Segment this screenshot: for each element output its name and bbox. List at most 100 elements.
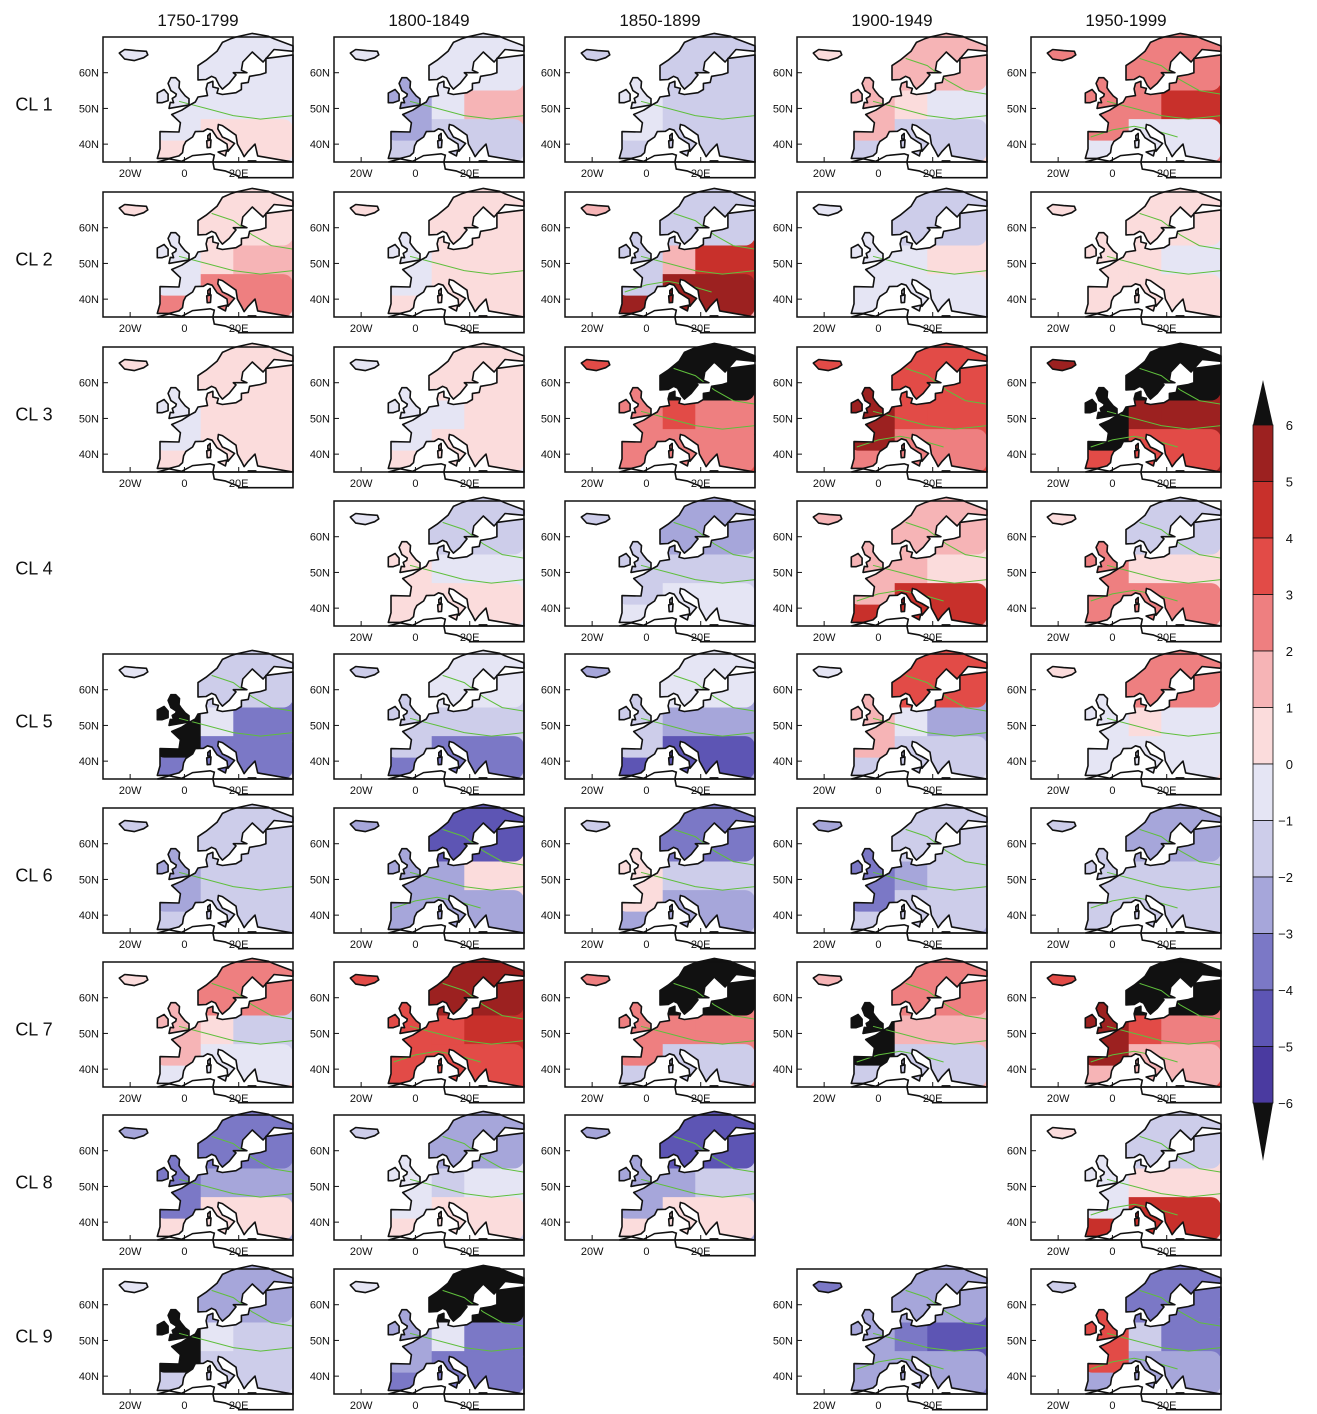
coastline	[436, 910, 443, 920]
significance-line	[905, 982, 987, 1020]
panel-frame	[333, 653, 525, 780]
coastline	[1046, 973, 1077, 987]
significance-line	[1106, 1025, 1221, 1045]
y-tick-label: 50N	[79, 874, 99, 886]
y-tick-label: 50N	[79, 413, 99, 425]
row-label: CL 8	[15, 1173, 52, 1193]
significance-line	[872, 1025, 987, 1045]
coastline	[217, 459, 228, 467]
significance-line	[409, 564, 524, 584]
map-panel: 60N 50N 40N 20W 0 20E	[79, 342, 294, 490]
panel-frame	[333, 961, 525, 1088]
x-tick-label: 20W	[1047, 478, 1070, 490]
significance-line	[640, 1178, 755, 1198]
coastline	[1133, 449, 1140, 459]
significance-line	[905, 521, 987, 559]
y-tick-label: 40N	[1007, 449, 1027, 461]
coastline	[428, 342, 525, 400]
x-tick-label: 20E	[691, 168, 711, 180]
coastline	[1145, 149, 1156, 157]
x-tick-label: 20E	[229, 785, 249, 797]
x-tick-label: 20E	[691, 1246, 711, 1258]
coastline	[891, 957, 988, 1015]
y-tick-label: 50N	[773, 103, 793, 115]
africa-mask	[1085, 616, 1222, 643]
row-label: CL 5	[15, 712, 52, 732]
y-tick-label: 40N	[773, 603, 793, 615]
coastline	[850, 859, 863, 875]
coastline	[669, 287, 673, 295]
significance-line	[872, 871, 987, 891]
coastline	[580, 819, 611, 833]
africa-mask	[619, 616, 756, 643]
africa-mask	[388, 616, 525, 643]
row-label: CL 1	[15, 95, 52, 115]
y-tick-label: 40N	[1007, 294, 1027, 306]
y-tick-label: 50N	[1007, 874, 1027, 886]
coastline	[1125, 957, 1222, 1015]
coastline	[349, 48, 380, 62]
coastline	[618, 88, 631, 104]
y-tick-label: 40N	[773, 449, 793, 461]
x-tick-label: 0	[1109, 1246, 1115, 1258]
coastline	[911, 920, 922, 928]
x-tick-label: 0	[1109, 1400, 1115, 1412]
y-tick-label: 50N	[773, 720, 793, 732]
y-tick-label: 50N	[541, 1028, 561, 1040]
y-tick-label: 60N	[773, 223, 793, 235]
y-tick-label: 50N	[1007, 413, 1027, 425]
panel-frame	[1030, 807, 1222, 934]
x-tick-label: 20W	[119, 785, 142, 797]
coastline	[1145, 1227, 1156, 1235]
y-tick-label: 40N	[541, 139, 561, 151]
y-tick-label: 50N	[310, 413, 330, 425]
coastline	[1084, 552, 1097, 568]
coastline	[428, 187, 525, 245]
coastline	[197, 649, 294, 707]
coastline	[438, 1364, 442, 1372]
significance-contours	[640, 100, 755, 120]
x-tick-label: 20E	[691, 1093, 711, 1105]
x-tick-label: 0	[181, 939, 187, 951]
x-tick-label: 20W	[813, 785, 836, 797]
map-panel: 60N 50N 40N 20W 0 20E	[1007, 187, 1222, 335]
significance-line	[1106, 717, 1221, 737]
row-label: CL 3	[15, 405, 52, 425]
y-tick-label: 40N	[310, 603, 330, 615]
africa-mask	[157, 462, 294, 489]
y-tick-label: 50N	[310, 1181, 330, 1193]
x-tick-label: 20E	[923, 478, 943, 490]
x-tick-label: 0	[181, 1246, 187, 1258]
map-panel: 60N 50N 40N 20W 0 20E	[1007, 342, 1222, 490]
coastline	[156, 1166, 169, 1182]
africa-mask	[851, 616, 988, 643]
x-tick-label: 20E	[923, 939, 943, 951]
coastline	[398, 1154, 421, 1188]
coastline	[901, 287, 905, 295]
x-tick-label: 20W	[119, 1246, 142, 1258]
coastline	[197, 187, 294, 245]
y-tick-label: 60N	[1007, 532, 1027, 544]
africa-mask	[157, 1077, 294, 1104]
significance-line	[1139, 57, 1221, 95]
coastline	[1133, 294, 1140, 304]
panel-frame	[102, 807, 294, 934]
coastline	[1095, 1308, 1118, 1342]
coastline	[850, 705, 863, 721]
map-panel: 60N 50N 40N 20W 0 20E	[310, 649, 525, 797]
y-tick-label: 50N	[541, 1181, 561, 1193]
coastline	[398, 847, 421, 881]
significance-contours	[640, 1135, 755, 1198]
coastline	[679, 920, 690, 928]
coastline	[659, 187, 756, 245]
colorbar-tick-label: 4	[1286, 531, 1293, 546]
colorbar-tick-label: −4	[1278, 983, 1293, 998]
y-tick-label: 50N	[310, 258, 330, 270]
coastline	[618, 243, 631, 259]
map-panel: 60N 50N 40N 20W 0 20E	[773, 649, 988, 797]
y-tick-label: 40N	[79, 1217, 99, 1229]
significance-line	[211, 982, 293, 1020]
y-tick-label: 50N	[773, 258, 793, 270]
panel-frame	[564, 807, 756, 934]
panel-frame	[1030, 1114, 1222, 1241]
